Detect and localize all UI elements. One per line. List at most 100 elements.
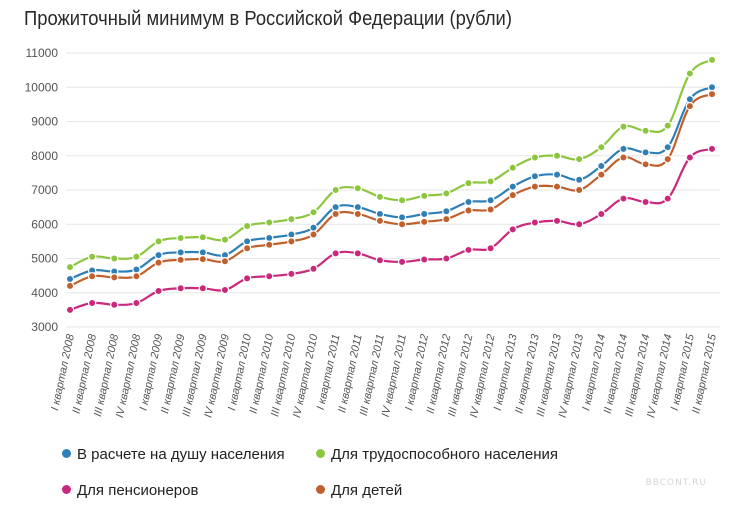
data-point <box>176 255 185 265</box>
watermark: BBCONT.RU <box>645 478 707 488</box>
data-point <box>420 191 429 201</box>
data-point <box>242 274 252 283</box>
data-point <box>331 185 340 195</box>
data-point <box>707 83 717 92</box>
legend-item-children: Для детей <box>316 482 402 499</box>
data-point <box>132 252 141 261</box>
data-point <box>65 281 75 291</box>
data-point <box>685 153 695 162</box>
data-point <box>198 284 208 293</box>
data-point <box>287 237 296 246</box>
data-point <box>619 122 628 131</box>
data-point <box>597 209 606 219</box>
y-tick-label: 3000 <box>31 320 58 334</box>
data-point <box>641 197 650 207</box>
legend-label-pensioners: Для пенсионеров <box>77 482 199 499</box>
data-point <box>198 254 208 264</box>
data-point <box>309 264 318 273</box>
legend-swatch-pensioners <box>62 484 71 494</box>
data-point <box>353 249 362 258</box>
data-point <box>619 144 628 154</box>
data-point <box>442 254 451 263</box>
data-point <box>397 220 407 229</box>
legend-item-working-age: Для трудоспособного населения <box>316 446 558 463</box>
data-point <box>154 286 163 296</box>
data-point <box>530 218 540 227</box>
data-point <box>176 284 185 293</box>
data-point <box>242 237 252 246</box>
data-point <box>486 205 495 214</box>
data-point <box>65 305 75 315</box>
data-point <box>685 69 695 78</box>
y-tick-label: 9000 <box>31 115 58 129</box>
data-point <box>508 225 517 234</box>
data-point <box>87 298 97 308</box>
data-point <box>552 170 562 179</box>
data-point <box>331 202 340 212</box>
data-point <box>530 153 540 162</box>
data-point <box>420 217 429 227</box>
legend-swatch-children <box>316 484 325 494</box>
data-point <box>397 213 407 222</box>
data-point <box>663 194 672 203</box>
data-point <box>220 235 230 244</box>
data-point <box>685 101 695 111</box>
data-point <box>375 209 385 219</box>
y-tick-label: 8000 <box>31 149 58 163</box>
data-point <box>65 262 75 272</box>
y-tick-label: 4000 <box>31 286 58 300</box>
data-point <box>309 223 318 232</box>
data-point <box>663 121 672 130</box>
series-line <box>69 58 713 269</box>
legend-swatch-per-capita <box>62 448 71 458</box>
data-point <box>287 214 296 224</box>
data-point <box>574 154 584 164</box>
data-point <box>530 182 540 191</box>
data-point <box>574 175 584 184</box>
legend-label-children: Для детей <box>331 482 403 499</box>
data-point <box>619 194 628 203</box>
data-point <box>309 208 318 217</box>
data-point <box>574 185 584 195</box>
data-point <box>87 252 97 261</box>
data-point <box>176 248 185 257</box>
data-point <box>508 163 517 172</box>
series-line <box>69 147 713 311</box>
data-point <box>110 300 119 309</box>
data-point <box>552 216 562 226</box>
data-point <box>707 89 717 99</box>
data-point <box>110 273 119 282</box>
data-point <box>641 148 650 157</box>
y-tick-label: 10000 <box>25 80 59 94</box>
data-point <box>375 256 385 265</box>
data-point <box>265 272 274 281</box>
data-point <box>309 230 318 239</box>
data-point <box>375 216 385 226</box>
data-point <box>442 189 451 198</box>
data-point <box>220 257 230 266</box>
y-tick-label: 7000 <box>31 183 58 197</box>
data-point <box>641 126 650 135</box>
data-point <box>464 206 473 215</box>
data-point <box>663 142 672 152</box>
data-point <box>87 272 97 281</box>
data-point <box>597 170 606 179</box>
data-point <box>486 244 495 253</box>
data-point <box>265 233 274 243</box>
data-point <box>486 196 495 205</box>
data-point <box>397 257 407 267</box>
data-point <box>442 207 451 216</box>
y-tick-label: 11000 <box>26 46 59 60</box>
data-point <box>397 196 407 205</box>
legend-label-per-capita: В расчете на душу населения <box>77 446 285 463</box>
data-point <box>353 202 362 212</box>
data-point <box>220 285 230 295</box>
data-point <box>442 214 451 224</box>
data-point <box>619 153 628 162</box>
data-point <box>597 142 606 152</box>
data-point <box>508 182 517 191</box>
legend-label-working-age: Для трудоспособного населения <box>331 446 559 463</box>
data-point <box>287 230 296 239</box>
data-point <box>110 254 119 263</box>
